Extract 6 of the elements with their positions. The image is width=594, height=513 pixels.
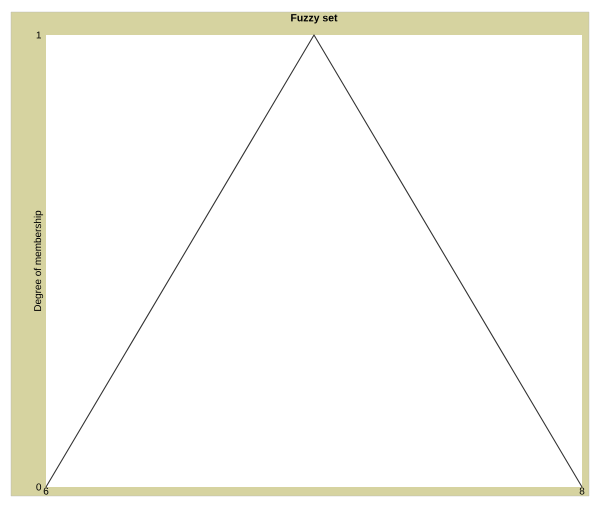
x-tick-label: 6 bbox=[44, 488, 48, 495]
chart-title: Fuzzy set bbox=[291, 14, 338, 24]
x-tick-label: 8 bbox=[580, 488, 584, 495]
y-axis-title: Degree of membership bbox=[34, 210, 44, 311]
y-tick-label: 0 bbox=[36, 483, 42, 491]
y-tick-label: 1 bbox=[36, 32, 41, 38]
